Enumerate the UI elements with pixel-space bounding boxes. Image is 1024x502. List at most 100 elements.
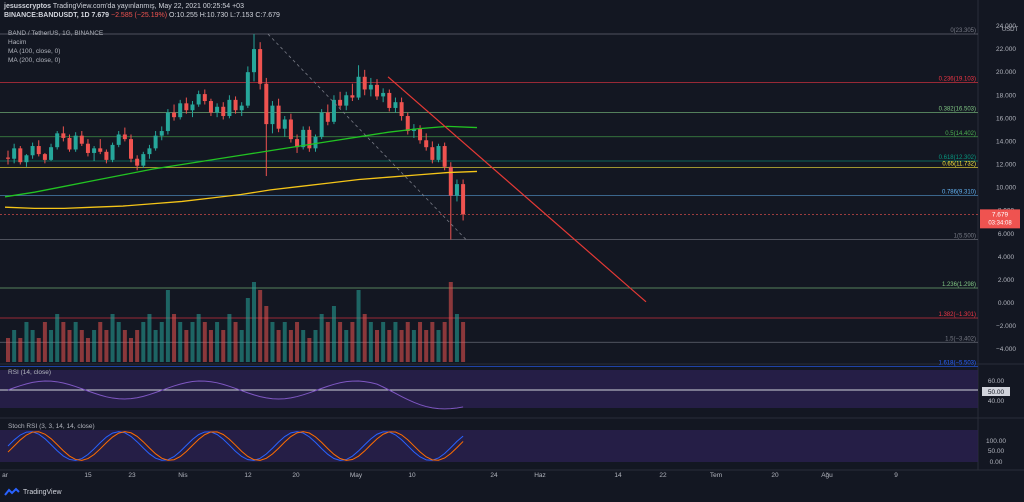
volume-bar bbox=[442, 322, 447, 362]
candle bbox=[67, 137, 72, 150]
price-tick-label: 4.000 bbox=[998, 254, 1015, 261]
candle bbox=[307, 129, 312, 149]
volume-bar bbox=[147, 314, 152, 362]
volume-bar bbox=[233, 322, 238, 362]
volume-bar bbox=[307, 338, 312, 362]
price-tick-label: −2.000 bbox=[996, 323, 1016, 330]
volume-bar bbox=[79, 330, 84, 362]
candle bbox=[276, 105, 281, 129]
candle bbox=[202, 94, 207, 102]
candle bbox=[258, 49, 263, 84]
price-tick-label: 22.000 bbox=[996, 46, 1016, 53]
volume-bar bbox=[172, 314, 177, 362]
time-tick-label: 20 bbox=[292, 472, 300, 479]
volume-bar bbox=[122, 330, 127, 362]
candle bbox=[301, 129, 306, 148]
candle bbox=[387, 92, 392, 108]
volume-bar bbox=[368, 322, 373, 362]
volume-bar bbox=[135, 330, 140, 362]
volume-bar bbox=[208, 330, 213, 362]
candle bbox=[325, 112, 330, 122]
time-tick-label: Ağu bbox=[821, 472, 833, 479]
time-tick-label: 23 bbox=[128, 472, 136, 479]
volume-bar bbox=[356, 290, 361, 362]
candle bbox=[411, 128, 416, 132]
candle bbox=[92, 148, 97, 153]
fib-level-label: 0.65(11.732) bbox=[942, 162, 976, 168]
rsi-legend: RSI (14, close) bbox=[8, 369, 51, 376]
volume-bar bbox=[362, 314, 367, 362]
candle bbox=[190, 104, 195, 111]
time-tick-label: 9 bbox=[894, 472, 898, 479]
ma200-line bbox=[4, 170, 478, 210]
candle bbox=[55, 133, 60, 148]
price-tick-label: 2.000 bbox=[998, 277, 1015, 284]
candle bbox=[6, 157, 10, 159]
candle bbox=[12, 148, 17, 159]
volume-bar bbox=[436, 330, 441, 362]
volume-bar bbox=[387, 330, 392, 362]
tradingview-logo-icon bbox=[4, 487, 20, 496]
rsi-band bbox=[0, 370, 978, 408]
time-tick-label: Haz bbox=[534, 472, 546, 479]
candle bbox=[288, 119, 293, 140]
volume-bar bbox=[184, 330, 189, 362]
legend-volume: Hacim bbox=[8, 39, 27, 46]
volume-bar bbox=[104, 330, 109, 362]
countdown-label: 03:34:08 bbox=[988, 220, 1012, 226]
time-tick-label: 14 bbox=[614, 472, 622, 479]
rsi-current-label: 50.00 bbox=[988, 389, 1005, 396]
volume-bar bbox=[36, 338, 41, 362]
time-tick-label: Nis bbox=[178, 472, 188, 479]
volume-bar bbox=[221, 330, 226, 362]
candle bbox=[79, 135, 84, 144]
candle bbox=[264, 83, 269, 125]
candle bbox=[424, 140, 429, 148]
candle bbox=[42, 154, 47, 160]
stoch-tick: 0.00 bbox=[990, 459, 1003, 466]
volume-bar bbox=[61, 322, 66, 362]
volume-bar bbox=[411, 330, 416, 362]
price-tick-label: −4.000 bbox=[996, 346, 1016, 353]
volume-bar bbox=[301, 330, 306, 362]
fib-level-label: 0.382(16.503) bbox=[939, 107, 976, 113]
candle bbox=[436, 146, 441, 160]
volume-bar bbox=[165, 290, 170, 362]
price-tick-label: 14.000 bbox=[996, 138, 1016, 145]
volume-bar bbox=[424, 330, 429, 362]
volume-bar bbox=[319, 314, 324, 362]
time-tick-label: 10 bbox=[408, 472, 416, 479]
volume-bar bbox=[110, 314, 115, 362]
volume-bar bbox=[399, 330, 404, 362]
fib-level-label: 0.5(14.402) bbox=[945, 131, 976, 137]
volume-bar bbox=[252, 282, 256, 362]
volume-bar bbox=[282, 322, 287, 362]
rsi-tick: 60.00 bbox=[988, 378, 1005, 385]
candle bbox=[233, 99, 238, 111]
time-tick-label: 22 bbox=[659, 472, 667, 479]
volume-bar bbox=[331, 306, 336, 362]
volume-bar bbox=[73, 322, 78, 362]
candle bbox=[85, 143, 90, 153]
downtrend-line bbox=[387, 76, 647, 303]
publish-info: jesusscryptos TradingView.com'da yayınla… bbox=[4, 3, 244, 10]
volume-bar bbox=[313, 330, 318, 362]
candle bbox=[418, 128, 423, 141]
candle bbox=[129, 139, 133, 159]
volume-bar bbox=[85, 338, 90, 362]
candle bbox=[184, 103, 189, 111]
candle bbox=[30, 146, 35, 156]
time-tick-label: Tem bbox=[710, 472, 722, 479]
candle bbox=[362, 76, 367, 90]
volume-bar bbox=[49, 330, 54, 362]
time-tick-label: 20 bbox=[771, 472, 779, 479]
volume-bar bbox=[270, 322, 275, 362]
candle bbox=[221, 106, 226, 117]
candle bbox=[344, 95, 349, 106]
fib-level-label: 1(5.500) bbox=[954, 234, 976, 240]
price-tick-label: 24.000 bbox=[996, 23, 1016, 30]
fib-level-label: 1.618(−5.503) bbox=[938, 361, 976, 367]
volume-bar bbox=[325, 322, 330, 362]
candle bbox=[356, 76, 361, 98]
